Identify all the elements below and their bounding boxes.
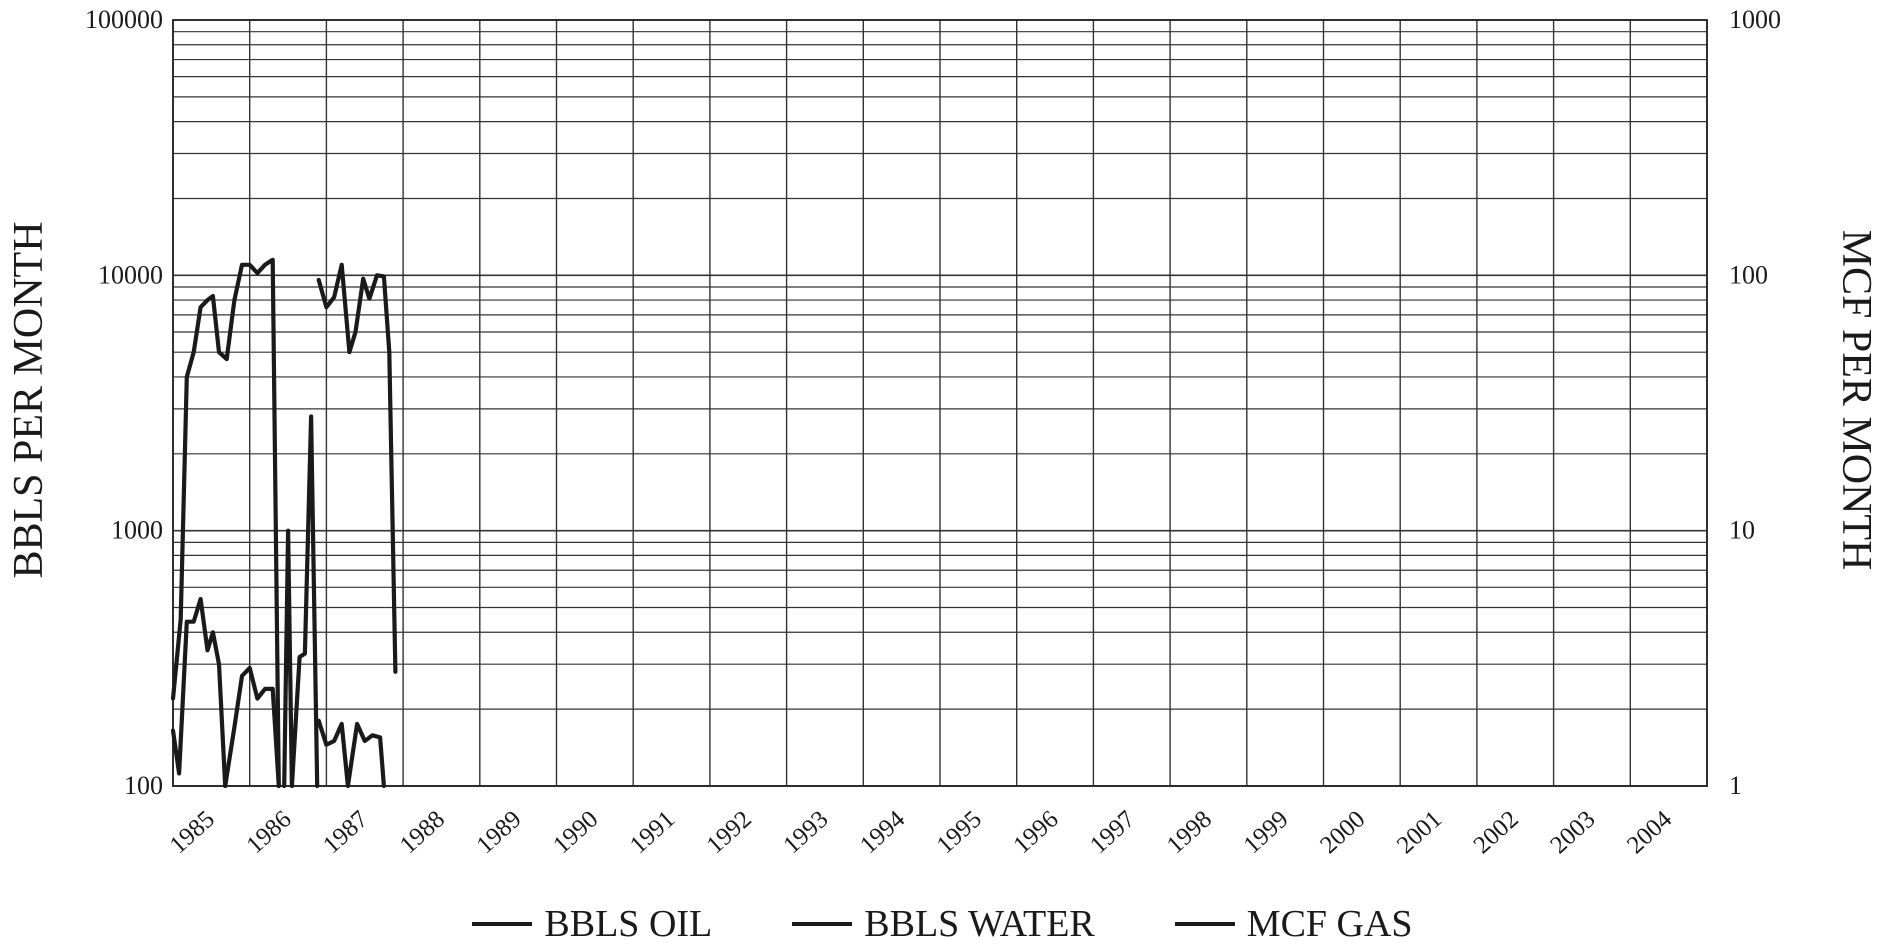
series-line-0 (170, 257, 281, 789)
x-tick-label: 1991 (625, 806, 680, 860)
x-tick-label: 1989 (472, 806, 527, 860)
series-line-3 (282, 414, 320, 789)
y2-tick-label: 1000 (1729, 5, 1781, 34)
x-tick-label: 1997 (1085, 806, 1140, 860)
x-tick-label: 2000 (1315, 806, 1370, 860)
x-tick-label: 1998 (1162, 806, 1217, 860)
x-tick-label: 1993 (778, 806, 833, 860)
y2-tick-label: 1 (1729, 771, 1742, 800)
series-line-5 (316, 718, 386, 789)
legend-label-water: BBLS WATER (864, 903, 1095, 945)
legend: BBLS OIL BBLS WATER MCF GAS (0, 900, 1885, 948)
series-line-2 (223, 665, 281, 789)
legend-item-oil: BBLS OIL (472, 902, 712, 946)
x-tick-label: 1995 (932, 806, 987, 860)
x-tick-label: 2001 (1392, 806, 1447, 860)
series-line-1 (170, 596, 228, 789)
grid (172, 19, 1708, 787)
x-tick-label: 1988 (395, 806, 450, 860)
y2-axis-ticks: 1000 100 10 1 (1729, 5, 1781, 800)
legend-swatch-oil (472, 922, 533, 926)
x-tick-label: 1985 (165, 806, 220, 860)
series-lines (170, 257, 398, 789)
plot-frame (172, 19, 1708, 787)
series-line-4 (316, 262, 398, 674)
y-tick-label: 100000 (85, 5, 163, 34)
legend-label-oil: BBLS OIL (544, 903, 713, 945)
legend-swatch-water (792, 922, 853, 926)
x-tick-label: 1986 (241, 806, 296, 860)
x-tick-label: 1987 (318, 806, 373, 860)
y-tick-label: 10000 (98, 260, 163, 289)
x-tick-label: 1999 (1239, 806, 1294, 860)
y2-tick-label: 10 (1729, 516, 1755, 545)
x-axis-ticks: 1985 1986 1987 1988 1989 1990 1991 1992 1993 1994… (165, 805, 1678, 859)
y-axis-label: BBLS PER MONTH (6, 221, 52, 578)
y-tick-label: 100 (124, 771, 163, 800)
y2-axis-label: MCF PER MONTH (1833, 230, 1879, 571)
x-tick-label: 2003 (1545, 806, 1600, 860)
x-tick-label: 1996 (1008, 806, 1063, 860)
x-tick-label: 1992 (702, 806, 757, 860)
x-tick-label: 1994 (855, 805, 911, 859)
x-tick-label: 2002 (1469, 806, 1524, 860)
y-axis-ticks: 100000 10000 1000 100 (85, 5, 163, 800)
y2-tick-label: 100 (1729, 260, 1768, 289)
x-tick-label: 1990 (548, 806, 603, 860)
y-tick-label: 1000 (111, 516, 163, 545)
legend-swatch-gas (1174, 922, 1235, 926)
legend-label-gas: MCF GAS (1246, 903, 1413, 945)
x-tick-label: 2004 (1622, 805, 1678, 859)
legend-item-gas: MCF GAS (1174, 902, 1413, 946)
legend-item-water: BBLS WATER (792, 902, 1095, 946)
